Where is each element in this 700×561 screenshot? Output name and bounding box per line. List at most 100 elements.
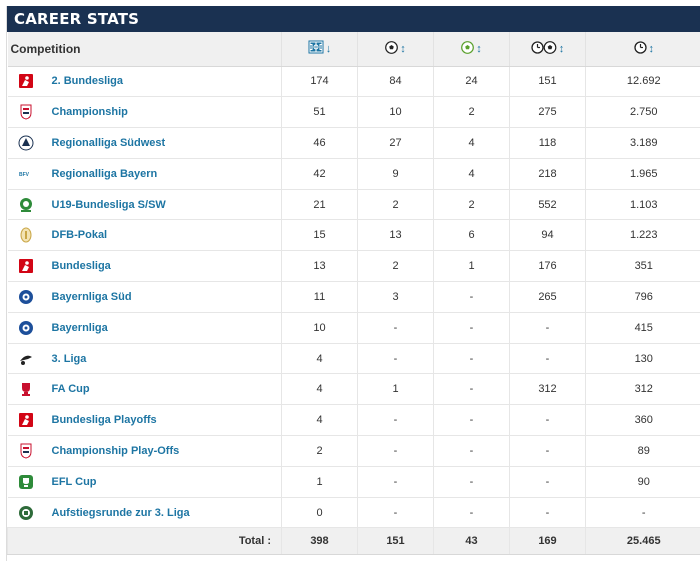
efl-cup-logo-icon[interactable] [18, 474, 34, 490]
competition-logo-cell[interactable] [7, 96, 44, 129]
competition-link[interactable]: Aufstiegsrunde zur 3. Liga [43, 497, 282, 529]
competition-link[interactable]: 3. Liga [43, 343, 282, 375]
total-assists: 43 [433, 527, 510, 556]
competition-link[interactable]: DFB-Pokal [43, 219, 282, 252]
regionalliga-logo-icon[interactable] [18, 135, 34, 151]
competition-link[interactable]: Bayernliga Süd [43, 281, 282, 313]
dfb-pokal-logo-icon[interactable] [18, 227, 34, 243]
assists-cell: - [433, 497, 510, 529]
appearances-cell: 13 [281, 250, 358, 283]
appearances-cell: 15 [281, 219, 358, 252]
minutes-per-goal-cell: - [509, 497, 586, 529]
table-row: Bayernliga 10- - -415 [7, 312, 700, 344]
3-liga-logo-icon[interactable] [18, 351, 34, 367]
u19-logo-icon[interactable] [18, 197, 34, 213]
appearances-cell: 46 [281, 127, 358, 159]
table-row: Bayernliga Süd 11 3-265 796 [7, 281, 700, 313]
appearances-cell: 42 [281, 158, 358, 190]
competition-link[interactable]: Championship [43, 96, 282, 129]
career-stats-table: Competition ↓ ↕ ↕ [7, 32, 700, 556]
efl-logo-icon[interactable] [18, 104, 34, 120]
assists-cell: - [433, 404, 510, 437]
competition-logo-cell[interactable] [7, 404, 44, 437]
minutes-per-goal-cell: 218 [509, 158, 586, 190]
competition-link[interactable]: 2. Bundesliga [43, 66, 282, 98]
total-row: Total :398 151 43 169 25.465 [7, 527, 700, 556]
table-header-row: Competition ↓ ↕ ↕ [7, 32, 700, 67]
bundesliga-logo-icon[interactable] [18, 73, 34, 89]
column-header-goals[interactable]: ↕ [357, 32, 434, 67]
competition-logo-cell[interactable] [7, 219, 44, 252]
competition-link[interactable]: FA Cup [43, 373, 282, 406]
minutes-per-goal-cell: 151 [509, 66, 586, 98]
minutes-per-goal-cell: 312 [509, 373, 586, 406]
goals-cell: - [357, 466, 434, 498]
competition-logo-cell[interactable] [7, 343, 44, 375]
competition-logo-cell[interactable] [7, 497, 44, 529]
bundesliga-logo-icon[interactable] [18, 258, 34, 274]
minutes-per-goal-cell: 94 [509, 219, 586, 252]
minutes-played-cell: 415 [585, 312, 700, 344]
table-row: U19-Bundesliga S/SW 21 2 2 552 1.103 [7, 189, 700, 221]
goals-cell: - [357, 435, 434, 467]
column-header-minutes-per-goal[interactable]: ↕ [509, 32, 586, 67]
goals-cell: 1 [357, 373, 434, 406]
panel-title: CAREER STATS [7, 6, 700, 32]
competition-logo-cell[interactable]: BFV [7, 158, 44, 190]
competition-logo-cell[interactable] [7, 250, 44, 283]
competition-link[interactable]: Regionalliga Bayern [43, 158, 282, 190]
assists-cell: - [433, 435, 510, 467]
competition-link[interactable]: Bundesliga [43, 250, 282, 283]
competition-logo-cell[interactable] [7, 435, 44, 467]
aufstiegsrunde-logo-icon[interactable] [18, 505, 34, 521]
competition-link[interactable]: Championship Play-Offs [43, 435, 282, 467]
column-header-assists[interactable]: ↕ [433, 32, 510, 67]
assists-cell: - [433, 466, 510, 498]
competition-link[interactable]: Bundesliga Playoffs [43, 404, 282, 437]
goals-cell: - [357, 312, 434, 344]
competition-logo-cell[interactable] [7, 312, 44, 344]
minutes-per-goal-cell: - [509, 404, 586, 437]
bayernliga-logo-icon[interactable] [18, 320, 34, 336]
competition-logo-cell[interactable] [7, 127, 44, 159]
competition-logo-cell[interactable] [7, 466, 44, 498]
appearances-cell: 51 [281, 96, 358, 129]
competition-link[interactable]: Bayernliga [43, 312, 282, 344]
competition-logo-cell[interactable] [7, 281, 44, 313]
minutes-per-goal-cell: - [509, 343, 586, 375]
minutes-played-icon [633, 41, 647, 57]
sort-icon: ↕ [558, 42, 565, 55]
column-header-minutes-played[interactable]: ↕ [585, 32, 700, 67]
competition-logo-cell[interactable] [7, 373, 44, 406]
appearances-cell: 1 [281, 466, 358, 498]
efl-logo-icon[interactable] [18, 443, 34, 459]
column-header-appearances[interactable]: ↓ [281, 32, 358, 67]
competition-logo-cell[interactable] [7, 66, 44, 98]
goals-cell: 13 [357, 219, 434, 252]
goals-cell: - [357, 497, 434, 529]
assists-icon [461, 40, 475, 57]
bayernliga-logo-icon[interactable] [18, 289, 34, 305]
fa-cup-logo-icon[interactable] [18, 381, 34, 397]
bundesliga-logo-icon[interactable] [18, 412, 34, 428]
svg-text:BFV: BFV [19, 172, 30, 178]
column-header-competition: Competition [7, 32, 282, 67]
minutes-per-goal-cell: 552 [509, 189, 586, 221]
competition-link[interactable]: Regionalliga Südwest [43, 127, 282, 159]
assists-cell: 2 [433, 96, 510, 129]
sort-icon: ↕ [648, 42, 655, 55]
minutes-per-goal-cell: - [509, 466, 586, 498]
appearances-cell: 4 [281, 404, 358, 437]
assists-cell: - [433, 281, 510, 313]
assists-cell: 1 [433, 250, 510, 283]
minutes-played-cell: 351 [585, 250, 700, 283]
regionalliga-bayern-logo-icon[interactable]: BFV [18, 166, 34, 182]
assists-cell: - [433, 343, 510, 375]
competition-logo-cell[interactable] [7, 189, 44, 221]
goals-cell: 2 [357, 189, 434, 221]
minutes-per-goal-cell: 176 [509, 250, 586, 283]
competition-link[interactable]: U19-Bundesliga S/SW [43, 189, 282, 221]
minutes-played-cell: 312 [585, 373, 700, 406]
competition-link[interactable]: EFL Cup [43, 466, 282, 498]
table-row: DFB-Pokal 15 13 6 94 1.223 [7, 219, 700, 252]
